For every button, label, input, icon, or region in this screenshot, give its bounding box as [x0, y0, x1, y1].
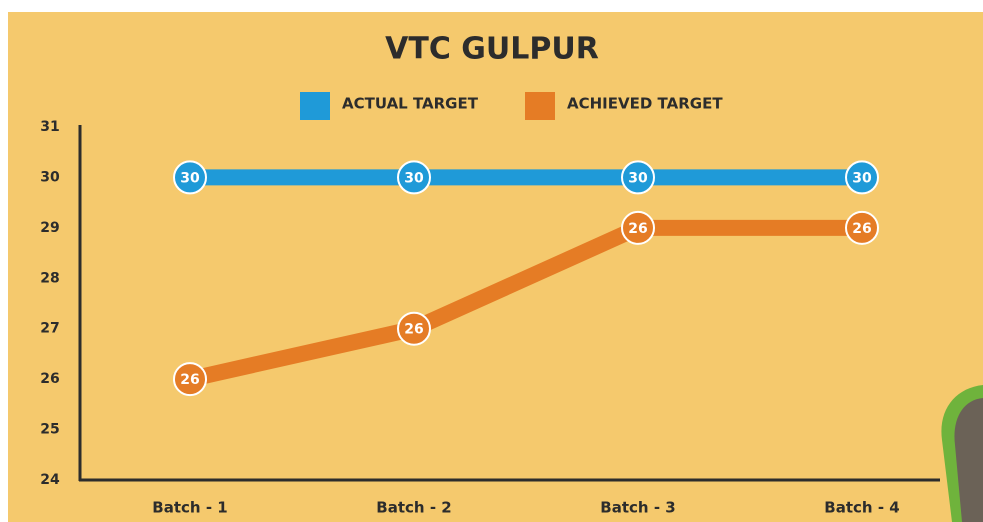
x-tick-label: Batch - 4 — [824, 499, 899, 517]
data-label: 30 — [852, 170, 872, 186]
point-marker — [397, 311, 431, 346]
legend-swatch — [300, 92, 330, 120]
point-marker — [621, 160, 655, 195]
series-line — [188, 219, 862, 387]
y-tick-label: 25 — [40, 422, 59, 438]
point-marker — [621, 210, 655, 245]
data-label: 26 — [852, 221, 871, 237]
chart-title: VTC GULPUR — [385, 32, 599, 67]
point-marker — [173, 362, 207, 397]
legend-swatch — [525, 92, 555, 120]
data-label: 30 — [628, 170, 648, 186]
legend-label: ACTUAL TARGET — [342, 95, 479, 113]
point-marker — [845, 160, 879, 195]
decoration — [954, 398, 983, 522]
data-label: 26 — [628, 221, 647, 237]
y-tick-label: 31 — [40, 119, 59, 135]
data-label: 26 — [404, 322, 423, 338]
point-marker — [173, 160, 207, 195]
x-tick-label: Batch - 2 — [376, 499, 451, 517]
y-tick-label: 30 — [40, 169, 60, 185]
y-tick-label: 26 — [40, 371, 59, 387]
x-tick-label: Batch - 3 — [600, 499, 675, 517]
point-marker — [397, 160, 431, 195]
legend-label: ACHIEVED TARGET — [567, 95, 723, 113]
data-label: 30 — [404, 170, 424, 186]
data-label: 30 — [180, 170, 200, 186]
y-tick-label: 24 — [40, 472, 60, 488]
y-tick-label: 27 — [40, 321, 59, 337]
point-marker — [845, 210, 879, 245]
x-tick-label: Batch - 1 — [152, 499, 227, 517]
y-tick-label: 29 — [40, 220, 59, 236]
y-tick-label: 28 — [40, 270, 59, 286]
background — [8, 12, 983, 522]
data-label: 26 — [180, 372, 199, 388]
